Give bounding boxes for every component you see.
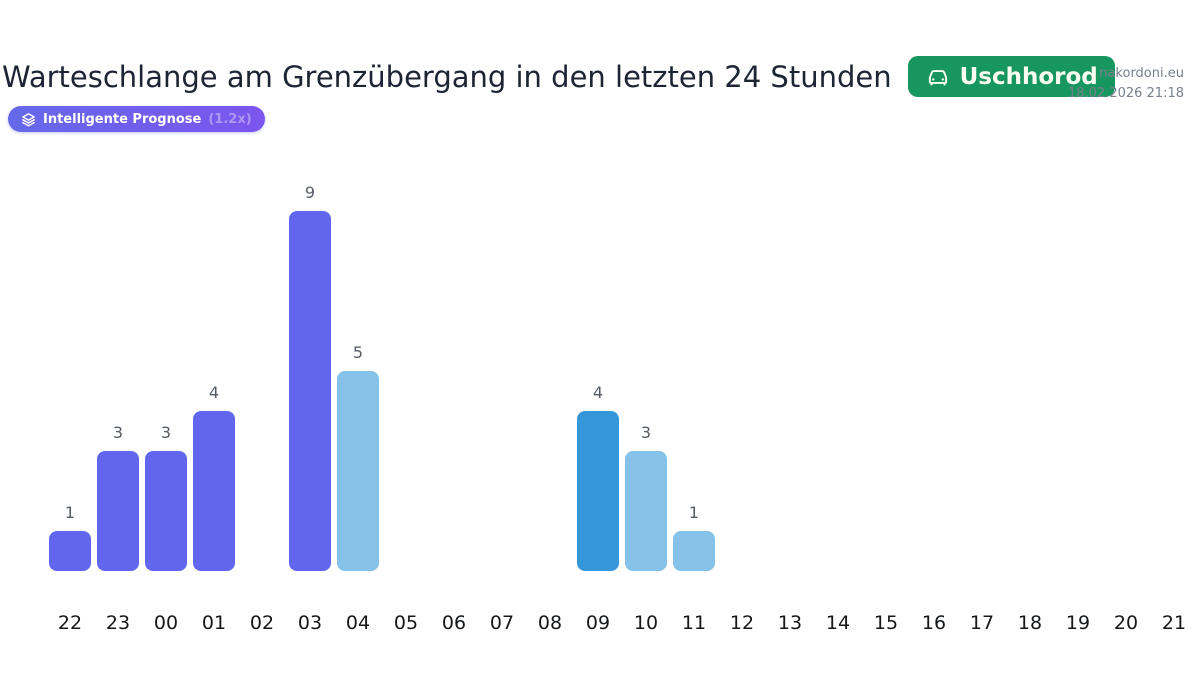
queue-bar[interactable] <box>577 411 619 571</box>
chart-column: 4 01 <box>190 383 238 635</box>
bar-value-label: 3 <box>112 423 124 442</box>
bar-value-label: 3 <box>640 423 652 442</box>
hour-label: 22 <box>57 612 83 634</box>
hour-label: 23 <box>105 612 131 634</box>
hour-label: 05 <box>393 612 419 634</box>
hour-label: 03 <box>297 612 323 634</box>
chart-column: 19 <box>1054 571 1102 635</box>
queue-bar[interactable] <box>289 211 331 571</box>
hour-label: 17 <box>969 612 995 634</box>
hour-label: 12 <box>729 612 755 634</box>
site-domain: nakordoni.eu <box>1099 66 1184 81</box>
queue-bar[interactable] <box>145 451 187 571</box>
forecast-multiplier: (1.2x) <box>208 111 252 127</box>
chart-column: 14 <box>814 571 862 635</box>
page-title: Warteschlange am Grenzübergang in den le… <box>2 59 892 94</box>
smart-forecast-badge: Intelligente Prognose (1.2x) <box>8 106 265 132</box>
hour-label: 15 <box>873 612 899 634</box>
title-row: Warteschlange am Grenzübergang in den le… <box>2 56 1200 97</box>
hour-label: 01 <box>201 612 227 634</box>
chart-column: 06 <box>430 571 478 635</box>
queue-bar[interactable] <box>193 411 235 571</box>
chart-column: 02 <box>238 571 286 635</box>
bar-value-label: 9 <box>304 183 316 202</box>
chart-column: 9 03 <box>286 183 334 635</box>
chart-column: 1 11 <box>670 503 718 635</box>
chart-column: 13 <box>766 571 814 635</box>
bar-value-label: 3 <box>160 423 172 442</box>
checkpoint-name: Uschhorod <box>959 63 1098 90</box>
site-info: nakordoni.eu 18.02.2026 21:18 <box>1068 64 1184 104</box>
checkpoint-badge[interactable]: Uschhorod <box>907 56 1115 97</box>
hour-label: 04 <box>345 612 371 634</box>
chart-column: 15 <box>862 571 910 635</box>
hour-label: 09 <box>585 612 611 634</box>
queue-bar[interactable] <box>673 531 715 571</box>
chart-column: 3 23 <box>94 423 142 635</box>
hour-label: 00 <box>153 612 179 634</box>
hour-label: 16 <box>921 612 947 634</box>
hour-label: 06 <box>441 612 467 634</box>
bar-value-label: 1 <box>64 503 76 522</box>
queue-bar[interactable] <box>337 371 379 571</box>
chart-column: 08 <box>526 571 574 635</box>
chart-column: 3 10 <box>622 423 670 635</box>
hour-label: 21 <box>1161 612 1187 634</box>
bar-value-label: 1 <box>688 503 700 522</box>
forecast-label: Intelligente Prognose <box>43 111 202 127</box>
chart-column: 5 04 <box>334 343 382 635</box>
bar-value-label: 4 <box>592 383 604 402</box>
queue-bar[interactable] <box>625 451 667 571</box>
chart-column: 1 22 <box>46 503 94 635</box>
hour-label: 19 <box>1065 612 1091 634</box>
chart-column: 05 <box>382 571 430 635</box>
hour-label: 08 <box>537 612 563 634</box>
hour-label: 07 <box>489 612 515 634</box>
chart-column: 17 <box>958 571 1006 635</box>
chart-column: 3 00 <box>142 423 190 635</box>
chart-column: 12 <box>718 571 766 635</box>
timestamp: 18.02.2026 21:18 <box>1067 86 1184 102</box>
hour-label: 18 <box>1017 612 1043 634</box>
hour-label: 11 <box>681 612 707 634</box>
chart-column: 18 <box>1006 571 1054 635</box>
queue-bar[interactable] <box>97 451 139 571</box>
car-icon <box>925 64 951 90</box>
queue-bar[interactable] <box>49 531 91 571</box>
hour-label: 10 <box>633 612 659 634</box>
hour-label: 02 <box>249 612 275 634</box>
hour-label: 14 <box>825 612 851 634</box>
bar-value-label: 4 <box>208 383 220 402</box>
layers-icon <box>21 112 36 127</box>
chart-column: 4 09 <box>574 383 622 635</box>
hour-label: 20 <box>1113 612 1139 634</box>
chart-column: 21 <box>1150 571 1198 635</box>
queue-chart: 1 22 3 23 3 00 4 01 02 9 03 5 04 05 06 07 08 4 09 3 10 1 11 12 1… <box>0 183 1200 635</box>
bar-value-label: 5 <box>352 343 364 362</box>
hour-label: 13 <box>777 612 803 634</box>
chart-column: 16 <box>910 571 958 635</box>
chart-column: 20 <box>1102 571 1150 635</box>
chart-column: 07 <box>478 571 526 635</box>
